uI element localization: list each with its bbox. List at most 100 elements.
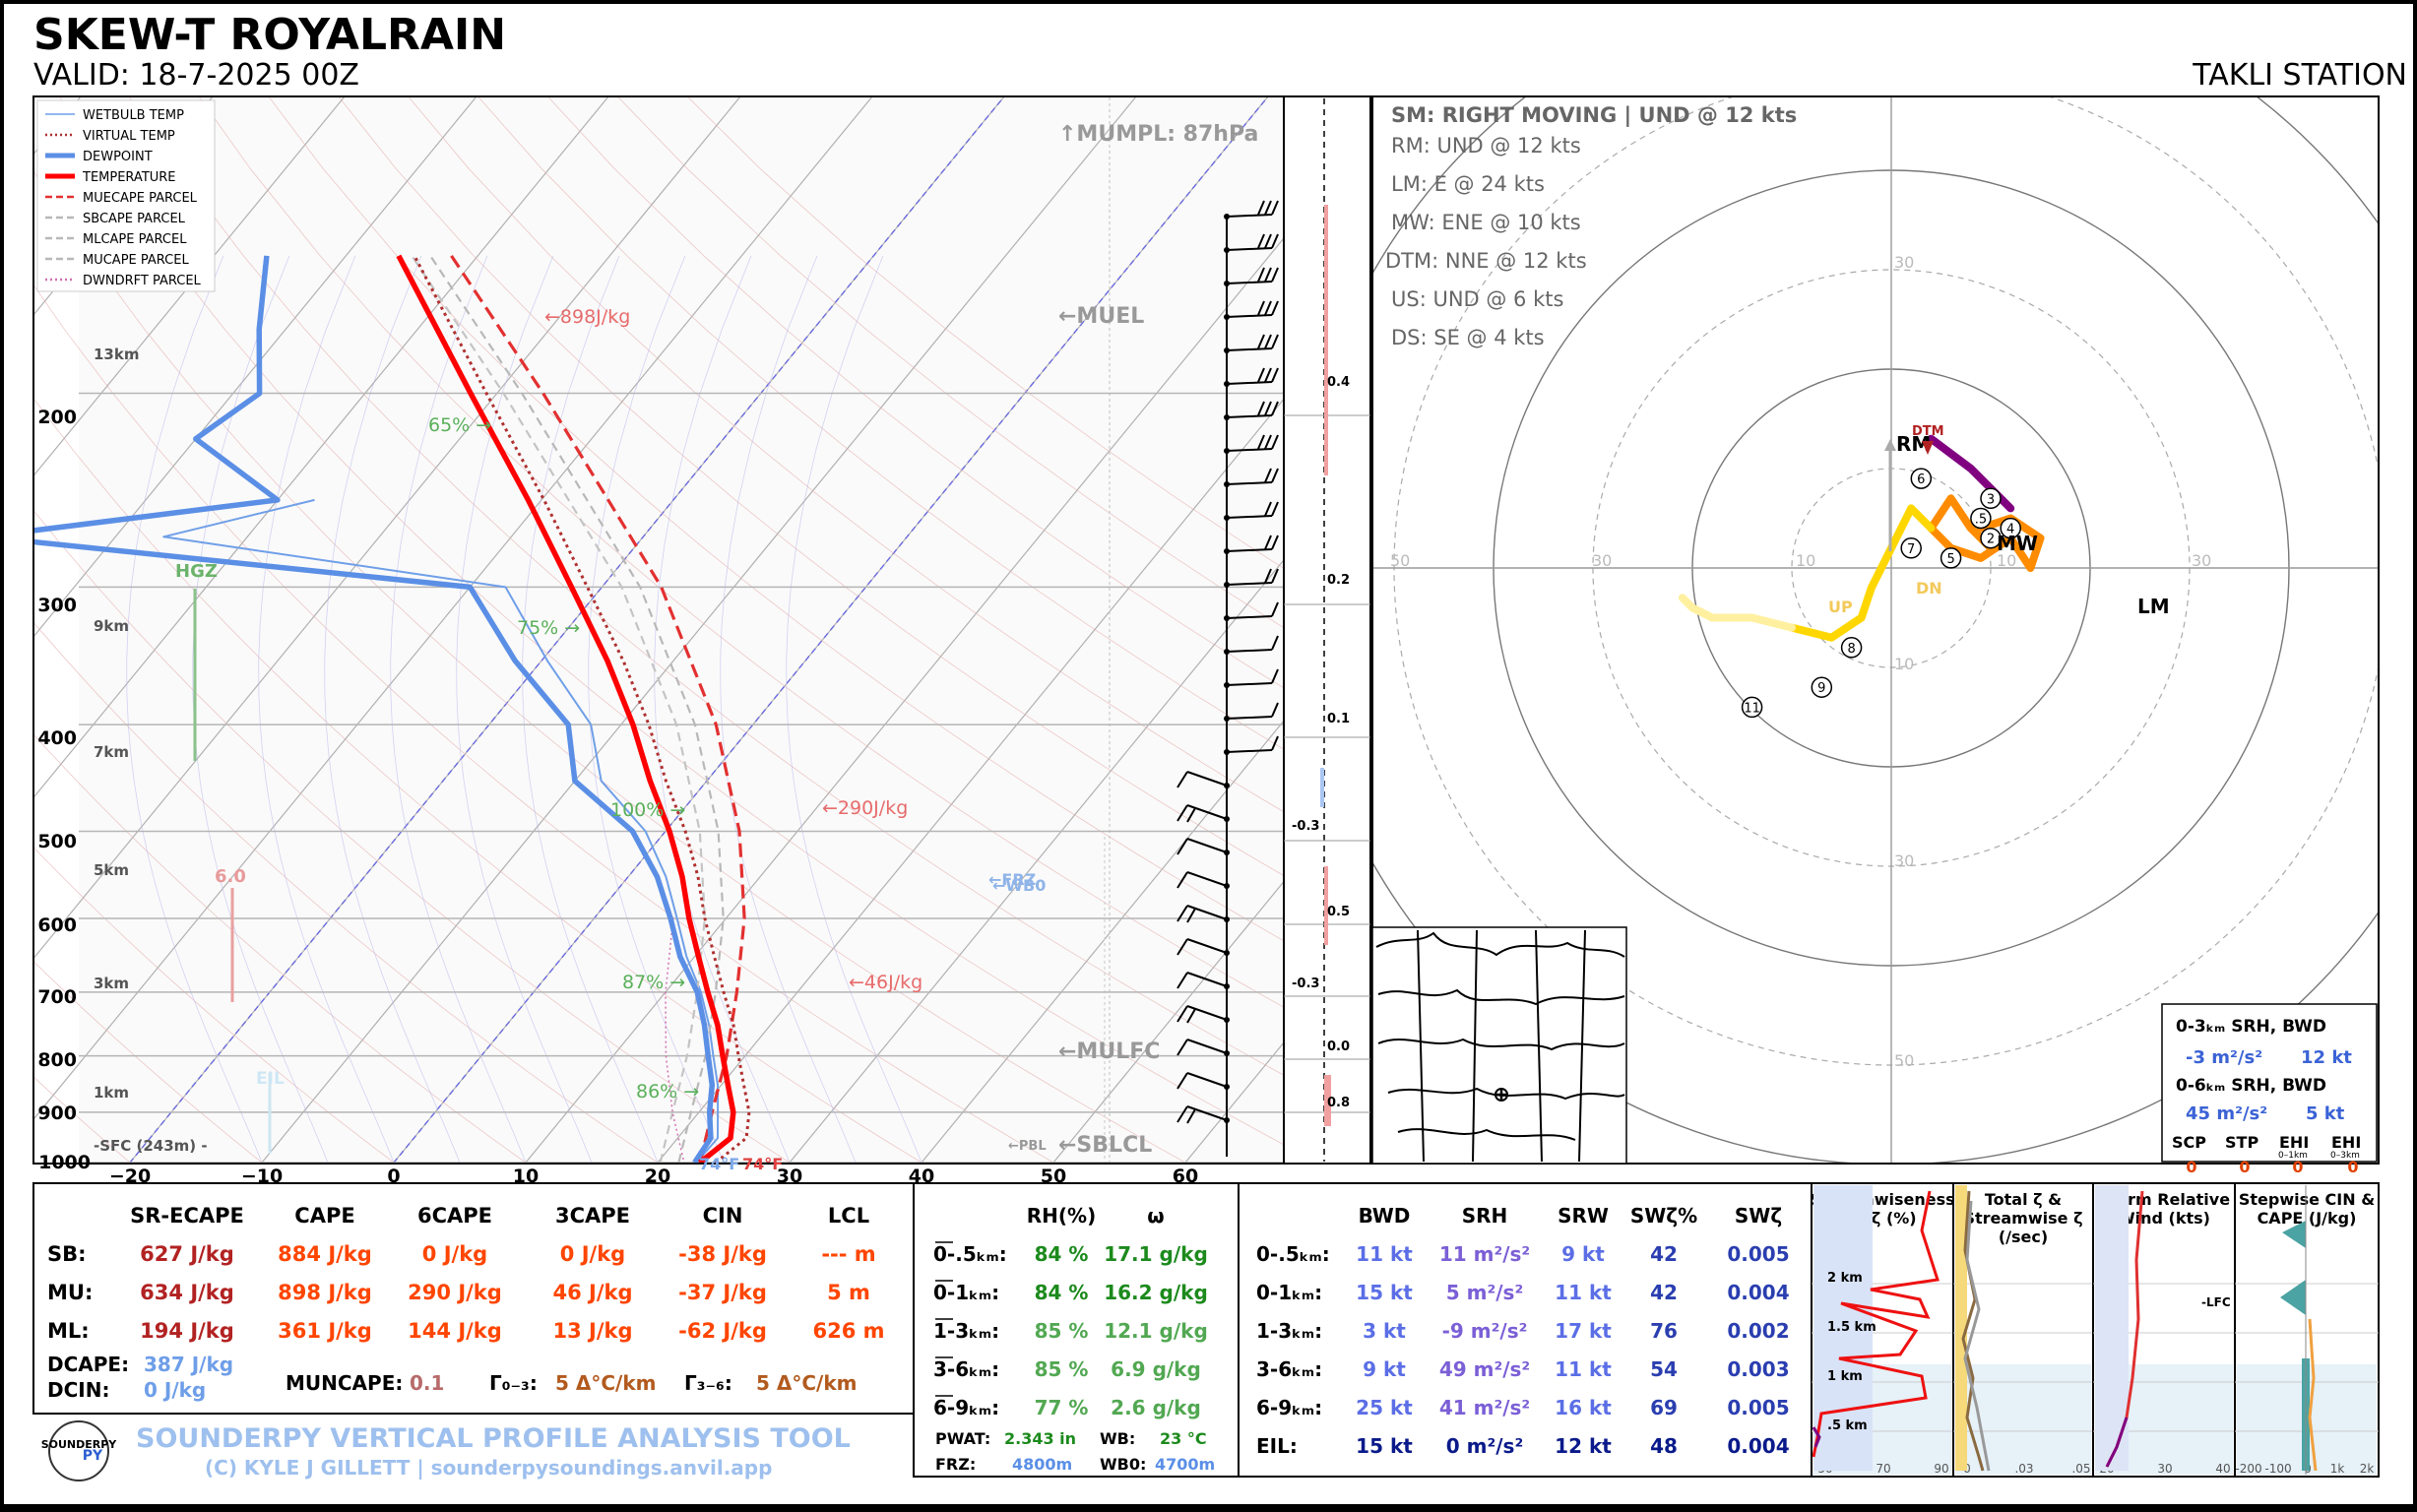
height-5km: 5km <box>94 861 129 879</box>
thermo-cell: 13 J/kg <box>552 1319 632 1343</box>
mini-panel-title-line: (/sec) <box>1999 1228 2048 1246</box>
thermo-row-label: MU: <box>47 1281 93 1304</box>
moisture-row-label: 6-9ₖₘ: <box>933 1396 999 1419</box>
height-3km: 3km <box>94 975 129 992</box>
hodo-height-marker <box>1910 468 1933 489</box>
rm-motion: RM: UND @ 12 kts <box>1391 134 1581 158</box>
mini-panel-tick: 70 <box>1876 1462 1890 1476</box>
kinematic-cell: 0.003 <box>1727 1357 1789 1381</box>
legend-label-2: DEWPOINT <box>83 150 153 164</box>
muel-label: ←MUEL <box>1058 304 1144 329</box>
station-name: TAKLI STATION <box>2192 58 2407 93</box>
mumpl-label: ↑MUMPL: 87hPa <box>1058 122 1258 147</box>
kt-bwd-header: BWD <box>1359 1204 1411 1228</box>
valid-time: VALID: 18-7-2025 00Z <box>33 58 359 93</box>
omega-label-1: 0.4 <box>1327 375 1350 390</box>
thermo-cell: 884 J/kg <box>278 1242 372 1266</box>
ehi1-sub: 0–1km <box>2278 1151 2308 1161</box>
ehi3-sub: 0–3km <box>2330 1151 2360 1161</box>
p-tick-1000: 1000 <box>38 1152 91 1173</box>
logo-text: SOUNDERPY <box>41 1438 118 1451</box>
us-motion: US: UND @ 6 kts <box>1391 287 1563 311</box>
cape-label-290: ←290J/kg <box>822 797 908 819</box>
mt-w-header: ω <box>1147 1204 1164 1228</box>
kt-swz-header: SWζ <box>1735 1204 1782 1228</box>
kt-swz-pct-header: SWζ% <box>1630 1204 1697 1228</box>
thermo-cell: 46 J/kg <box>552 1281 632 1304</box>
skewt-profiles <box>34 254 751 1163</box>
hodo-height-marker <box>2000 517 2021 539</box>
mini-panel-tick: -200 <box>2235 1462 2261 1476</box>
height-sfc: -SFC (243m) - <box>94 1137 208 1155</box>
g36-value: 5 Δ°C/km <box>756 1371 857 1395</box>
title: SKEW-T ROYALRAIN <box>33 10 506 60</box>
omega-label-5: 0.5 <box>1327 905 1350 919</box>
ring-label-10e: 10 <box>1997 551 2016 570</box>
p-tick-900: 900 <box>37 1102 77 1124</box>
kinematic-cell: 11 kt <box>1555 1357 1612 1381</box>
stp-value: 0 <box>2239 1158 2250 1176</box>
cape-label-898: ←898J/kg <box>544 306 630 328</box>
kinematic-row-label: 3-6ₖₘ: <box>1256 1357 1322 1381</box>
moisture-w-cell: 2.6 g/kg <box>1111 1396 1201 1419</box>
p-tick-600: 600 <box>37 914 77 936</box>
hodo-height-marker <box>1980 487 2002 510</box>
muncape-value: 0.1 <box>410 1371 444 1395</box>
skewt-legend: WETBULB TEMP VIRTUAL TEMP DEWPOINT TEMPERAT… <box>36 99 216 292</box>
kinematic-row-label: EIL: <box>1256 1434 1298 1458</box>
p-tick-300: 300 <box>37 595 77 616</box>
moisture-rh-cell: 77 % <box>1035 1396 1089 1419</box>
hodo-height-marker <box>1741 696 1763 719</box>
moisture-w-cell: 12.1 g/kg <box>1104 1319 1208 1343</box>
dcape-label: DCAPE: <box>47 1353 129 1376</box>
kinematic-cell: 11 kt <box>1356 1242 1413 1266</box>
frz-height-label: FRZ: <box>935 1455 976 1474</box>
mini-panel-tick: 90 <box>1934 1462 1948 1476</box>
moisture-w-cell: 17.1 g/kg <box>1104 1242 1208 1266</box>
pwat-label: PWAT: <box>935 1429 990 1448</box>
omega-panel: 0.4 0.2 0.1 -0.3 0.5 -0.3 0.0 0.8 <box>1283 95 1371 1165</box>
dtm-marker: DTM <box>1912 424 1944 439</box>
kinematic-cell: 5 m²/s² <box>1446 1281 1523 1304</box>
kinematic-cell: 0.004 <box>1727 1434 1789 1458</box>
height-7km: 7km <box>94 743 129 761</box>
sfc-temp-label: 74°F <box>742 1155 783 1173</box>
moisture-row-label: 3-6ₖₘ: <box>933 1357 999 1381</box>
skewt-panel: 200 300 400 500 600 700 800 900 1000 −20… <box>32 95 1285 1187</box>
kinematic-cell: 11 kt <box>1555 1281 1612 1304</box>
legend-label-7: MUCAPE PARCEL <box>83 253 189 268</box>
ring-label-50w: 50 <box>1390 551 1410 570</box>
kt-srh-header: SRH <box>1462 1204 1508 1228</box>
thermo-cell: 627 J/kg <box>140 1242 234 1266</box>
hodo-segment-3-6km <box>1788 504 1936 642</box>
kinematic-row-label: 6-9ₖₘ: <box>1256 1396 1322 1419</box>
hodo-height-label: 8 <box>1847 642 1855 657</box>
hodo-height-marker <box>1811 676 1833 698</box>
t-tick-50: 50 <box>1041 1166 1066 1187</box>
kinematic-cell: 76 <box>1650 1319 1678 1343</box>
kinematic-cell: 41 m²/s² <box>1439 1396 1530 1419</box>
srh03-value: -3 m²/s² <box>2186 1047 2262 1068</box>
legend-label-5: SBCAPE PARCEL <box>83 212 186 226</box>
thermo-cell: --- m <box>821 1242 875 1266</box>
height-9km: 9km <box>94 617 129 635</box>
g03-value: 5 Δ°C/km <box>555 1371 656 1395</box>
wb0-height-value: 4700m <box>1155 1455 1215 1474</box>
footer-credit: (C) KYLE J GILLETT | sounderpysoundings.… <box>205 1456 772 1480</box>
mini-height-label: 1 km <box>1827 1369 1863 1384</box>
kinematic-cell: 54 <box>1650 1357 1678 1381</box>
bwd03-value: 12 kt <box>2301 1047 2352 1068</box>
thermo-cell: -62 J/kg <box>678 1319 767 1343</box>
ds-motion: DS: SE @ 4 kts <box>1391 326 1545 349</box>
g03-label: Γ₀₋₃: <box>489 1371 538 1395</box>
rh-label-2: 75% → <box>517 617 580 639</box>
thermo-cell: -37 J/kg <box>678 1281 767 1304</box>
hodo-height-label: 11 <box>1744 701 1760 716</box>
kinematic-cell: 3 kt <box>1363 1319 1406 1343</box>
lfc-label: -LFC <box>2201 1295 2231 1309</box>
hodo-height-marker <box>1970 507 1992 530</box>
thermo-cell: 898 J/kg <box>278 1281 372 1304</box>
kinematic-cell: -9 m²/s² <box>1442 1319 1528 1343</box>
mini-panel-tick: 1k <box>2330 1462 2345 1476</box>
